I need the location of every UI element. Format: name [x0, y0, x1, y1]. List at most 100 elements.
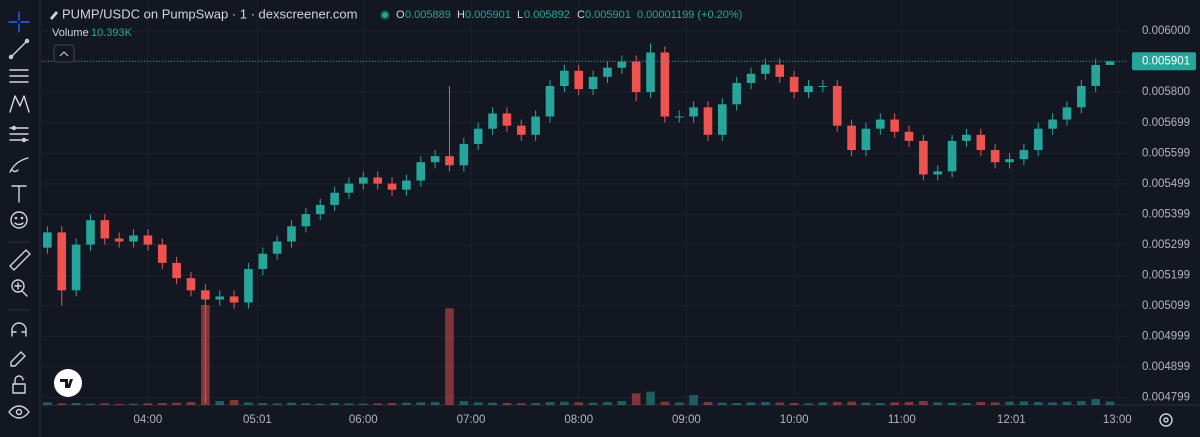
- volume-bar: [617, 401, 627, 405]
- candle-body: [545, 86, 555, 117]
- candle-body: [129, 235, 138, 242]
- candle-body: [172, 262, 181, 279]
- chart-title: PUMP/USDC on PumpSwap · 1 · dexscreener.…: [62, 6, 358, 21]
- volume-bar: [1048, 402, 1057, 405]
- candle-body: [315, 204, 325, 215]
- volume-bar: [875, 403, 885, 405]
- volume-bar: [402, 402, 411, 405]
- fib-tool[interactable]: [9, 69, 29, 83]
- volume-bar: [545, 402, 555, 405]
- candle-body: [689, 107, 698, 117]
- candle-body: [718, 104, 727, 135]
- volume-bar: [588, 402, 598, 405]
- volume-label: Volume: [52, 27, 89, 39]
- pattern-tool[interactable]: [9, 95, 30, 113]
- magnet-tool[interactable]: [11, 322, 27, 337]
- candle-body: [459, 143, 469, 166]
- icon-tool[interactable]: [10, 211, 28, 229]
- candle-body: [919, 140, 928, 175]
- logo-mark: [60, 379, 73, 388]
- candle-body: [114, 238, 124, 242]
- volume-bar: [459, 401, 469, 405]
- volume-bar: [689, 395, 698, 405]
- candle-body: [359, 177, 368, 184]
- volume-bar: [674, 402, 684, 405]
- brush-tool[interactable]: [9, 157, 29, 173]
- y-tick-label: 0.005399: [1142, 208, 1190, 220]
- zoom-tool[interactable]: [11, 279, 28, 297]
- y-tick-label: 0.005299: [1142, 239, 1190, 251]
- volume-bar: [1062, 401, 1072, 405]
- candle-body: [904, 131, 914, 141]
- y-tick-label: 0.005699: [1142, 117, 1190, 129]
- toolbar: [0, 0, 41, 437]
- crosshair-tool[interactable]: [8, 11, 30, 33]
- candle-body: [646, 52, 655, 93]
- volume-bar: [301, 403, 311, 405]
- volume-bar: [1091, 399, 1100, 405]
- volume-bar: [172, 402, 181, 405]
- candle-body: [287, 226, 296, 242]
- trendline-tool[interactable]: [8, 38, 30, 60]
- volume-bar: [962, 403, 971, 405]
- volume-bar: [990, 402, 1000, 405]
- volume-bar: [1019, 401, 1029, 405]
- y-tick-label: 0.005800: [1142, 86, 1190, 98]
- volume-bar: [603, 402, 612, 405]
- x-tick-label: 05:01: [243, 414, 272, 426]
- volume-bar: [732, 403, 741, 405]
- candle-body: [1033, 128, 1043, 151]
- ohlc-label: L: [517, 9, 523, 21]
- volume-bar: [904, 402, 914, 405]
- candle-body: [516, 125, 526, 135]
- y-tick-label: 0.006000: [1142, 25, 1190, 37]
- volume-bar: [531, 403, 540, 405]
- volume-bar: [660, 401, 670, 405]
- candle-body: [201, 290, 210, 300]
- volume-bar: [100, 403, 110, 405]
- candle-body: [157, 244, 167, 263]
- volume-bar: [890, 402, 899, 405]
- candle-body: [775, 64, 785, 77]
- candle-body: [186, 278, 196, 291]
- candle-body: [445, 156, 454, 166]
- lock-drawing-tool[interactable]: [10, 351, 26, 367]
- settings-button[interactable]: [1159, 413, 1173, 427]
- volume-bar: [287, 402, 296, 405]
- projection-tool[interactable]: [9, 125, 29, 143]
- ohlc-label: H: [457, 9, 465, 21]
- candle-body: [875, 119, 885, 129]
- volume-bar: [43, 402, 52, 405]
- ruler-tool[interactable]: [9, 249, 31, 271]
- candle-body: [1105, 61, 1115, 65]
- x-tick-label: 10:00: [780, 414, 809, 426]
- visibility-tool[interactable]: [8, 405, 30, 419]
- candle-body: [502, 113, 512, 126]
- volume-bar: [373, 403, 382, 405]
- volume-bar: [976, 402, 986, 405]
- candle-body: [71, 244, 81, 291]
- collapse-button[interactable]: [53, 44, 75, 63]
- volume-bar: [516, 403, 526, 405]
- candle-body: [617, 61, 627, 68]
- candle-body: [574, 70, 584, 90]
- x-tick-label: 07:00: [457, 414, 486, 426]
- volume-bar: [746, 402, 756, 405]
- candle-body: [746, 73, 756, 83]
- volume-bar: [818, 402, 828, 405]
- candle-body: [1077, 86, 1086, 108]
- y-tick-label: 0.005599: [1142, 147, 1190, 159]
- candle-body: [732, 82, 741, 105]
- volume-bar: [631, 393, 641, 405]
- lock-tool[interactable]: [12, 375, 26, 394]
- x-tick-label: 06:00: [349, 414, 378, 426]
- volume-value: 10.393K: [91, 27, 133, 39]
- ohlc-value: 0.005901: [585, 9, 631, 21]
- candle-body: [804, 86, 813, 93]
- candle-body: [215, 296, 225, 300]
- header: PUMP/USDC on PumpSwap · 1 · dexscreener.…: [50, 6, 742, 63]
- text-tool[interactable]: [11, 185, 27, 203]
- volume-bar: [574, 402, 584, 405]
- ohlc-value: 0.005889: [405, 9, 451, 21]
- volume-bar: [416, 402, 426, 405]
